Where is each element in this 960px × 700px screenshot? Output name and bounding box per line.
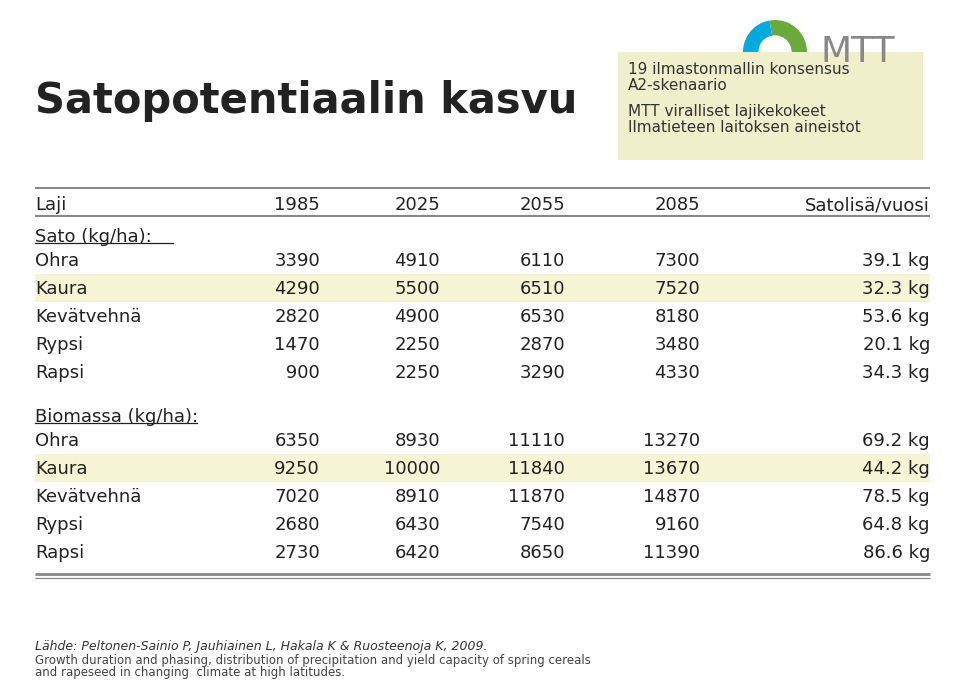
Text: and rapeseed in changing  climate at high latitudes.: and rapeseed in changing climate at high…	[35, 666, 346, 679]
Text: 3480: 3480	[655, 336, 700, 354]
Text: 2055: 2055	[519, 196, 565, 214]
Wedge shape	[743, 20, 800, 84]
Text: 2730: 2730	[275, 544, 320, 562]
Text: 7300: 7300	[655, 252, 700, 270]
Text: 4910: 4910	[395, 252, 440, 270]
Wedge shape	[770, 20, 807, 73]
Text: 69.2 kg: 69.2 kg	[862, 432, 930, 450]
Text: 1985: 1985	[275, 196, 320, 214]
Text: Kaura: Kaura	[35, 280, 87, 298]
Text: 900: 900	[280, 364, 320, 382]
Text: Satopotentiaalin kasvu: Satopotentiaalin kasvu	[35, 80, 577, 122]
Text: 11840: 11840	[508, 460, 565, 478]
Text: Growth duration and phasing, distribution of precipitation and yield capacity of: Growth duration and phasing, distributio…	[35, 654, 590, 667]
Text: Ohra: Ohra	[35, 252, 79, 270]
Text: 8930: 8930	[395, 432, 440, 450]
Text: 2870: 2870	[519, 336, 565, 354]
Text: 32.3 kg: 32.3 kg	[862, 280, 930, 298]
Text: Sato (kg/ha):: Sato (kg/ha):	[35, 228, 152, 246]
Text: 2250: 2250	[395, 336, 440, 354]
Text: 7020: 7020	[275, 488, 320, 506]
Text: 10000: 10000	[384, 460, 440, 478]
Text: 14870: 14870	[643, 488, 700, 506]
Text: MTT viralliset lajikekokeet: MTT viralliset lajikekokeet	[628, 104, 826, 119]
Text: Lähde: Peltonen-Sainio P, Jauhiainen L, Hakala K & Ruosteenoja K, 2009.: Lähde: Peltonen-Sainio P, Jauhiainen L, …	[35, 640, 488, 653]
FancyBboxPatch shape	[618, 52, 923, 160]
Text: 44.2 kg: 44.2 kg	[862, 460, 930, 478]
Text: 11110: 11110	[508, 432, 565, 450]
Text: 2250: 2250	[395, 364, 440, 382]
Text: Laji: Laji	[35, 196, 66, 214]
Text: 11390: 11390	[643, 544, 700, 562]
Text: Biomassa (kg/ha):: Biomassa (kg/ha):	[35, 408, 198, 426]
Text: 6110: 6110	[519, 252, 565, 270]
Text: 4330: 4330	[655, 364, 700, 382]
Text: 3390: 3390	[275, 252, 320, 270]
Text: MTT: MTT	[820, 35, 895, 69]
Text: 53.6 kg: 53.6 kg	[862, 308, 930, 326]
Text: Rapsi: Rapsi	[35, 544, 84, 562]
Text: Rypsi: Rypsi	[35, 516, 84, 534]
Text: Ilmatieteen laitoksen aineistot: Ilmatieteen laitoksen aineistot	[628, 120, 861, 135]
Text: 7540: 7540	[519, 516, 565, 534]
Text: 39.1 kg: 39.1 kg	[862, 252, 930, 270]
Text: 13670: 13670	[643, 460, 700, 478]
Text: 8650: 8650	[519, 544, 565, 562]
Wedge shape	[759, 63, 796, 82]
Text: 8180: 8180	[655, 308, 700, 326]
Text: 6350: 6350	[275, 432, 320, 450]
Circle shape	[758, 36, 792, 69]
Text: Ohra: Ohra	[35, 432, 79, 450]
Text: 6420: 6420	[395, 544, 440, 562]
Text: 5500: 5500	[395, 280, 440, 298]
Bar	[35, 454, 930, 482]
Text: 9160: 9160	[655, 516, 700, 534]
Text: 6430: 6430	[395, 516, 440, 534]
Text: 86.6 kg: 86.6 kg	[863, 544, 930, 562]
Text: 20.1 kg: 20.1 kg	[863, 336, 930, 354]
Text: Satolisä/vuosi: Satolisä/vuosi	[805, 196, 930, 214]
Text: 1470: 1470	[275, 336, 320, 354]
Text: A2-skenaario: A2-skenaario	[628, 78, 728, 93]
Text: 19 ilmastonmallin konsensus: 19 ilmastonmallin konsensus	[628, 62, 850, 77]
Text: 34.3 kg: 34.3 kg	[862, 364, 930, 382]
Text: 2820: 2820	[275, 308, 320, 326]
Text: 8910: 8910	[395, 488, 440, 506]
Text: 78.5 kg: 78.5 kg	[862, 488, 930, 506]
Text: Rypsi: Rypsi	[35, 336, 84, 354]
Text: 6530: 6530	[519, 308, 565, 326]
Text: 4900: 4900	[395, 308, 440, 326]
Text: Rapsi: Rapsi	[35, 364, 84, 382]
Text: 4290: 4290	[275, 280, 320, 298]
Text: 9250: 9250	[275, 460, 320, 478]
Text: 11870: 11870	[508, 488, 565, 506]
Text: 2085: 2085	[655, 196, 700, 214]
Text: 13270: 13270	[643, 432, 700, 450]
Text: 6510: 6510	[519, 280, 565, 298]
Text: 2680: 2680	[275, 516, 320, 534]
Text: 2025: 2025	[395, 196, 440, 214]
Text: 64.8 kg: 64.8 kg	[862, 516, 930, 534]
Text: Kevätvehnä: Kevätvehnä	[35, 488, 141, 506]
Text: 7520: 7520	[655, 280, 700, 298]
Text: Kaura: Kaura	[35, 460, 87, 478]
Text: Kevätvehnä: Kevätvehnä	[35, 308, 141, 326]
Text: 3290: 3290	[519, 364, 565, 382]
Bar	[35, 274, 930, 302]
